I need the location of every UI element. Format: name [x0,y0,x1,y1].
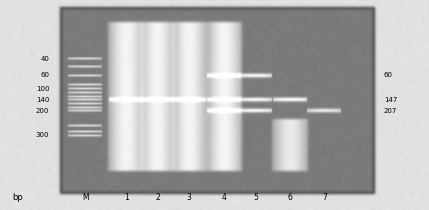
Text: 1: 1 [124,193,129,202]
Text: 100: 100 [36,85,49,92]
Text: 147: 147 [384,97,397,103]
Text: 200: 200 [36,108,49,114]
Text: 7: 7 [323,193,327,202]
Text: 60: 60 [40,72,49,79]
Text: 2: 2 [155,193,160,202]
Text: 4: 4 [222,193,227,202]
Text: 300: 300 [36,132,49,138]
Text: 3: 3 [187,193,192,202]
Text: bp: bp [12,193,23,202]
Text: 207: 207 [384,108,397,114]
Text: 60: 60 [384,72,393,79]
Text: 140: 140 [36,97,49,103]
Text: M: M [82,193,89,202]
Text: 5: 5 [253,193,258,202]
Text: 6: 6 [288,193,293,202]
Text: 40: 40 [40,56,49,62]
